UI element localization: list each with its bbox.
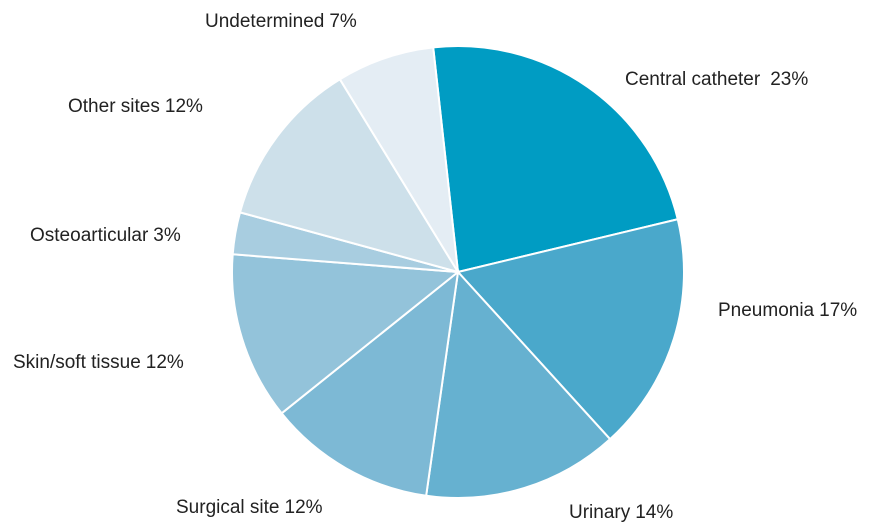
- category-label: Undetermined: [205, 11, 324, 32]
- pie-slice: [231, 253, 461, 415]
- category-label: Central catheter: [625, 69, 761, 90]
- category-label: Other sites: [68, 96, 160, 117]
- slice-label: Other sites 12%: [68, 96, 203, 117]
- category-label: Osteoarticular: [30, 225, 149, 246]
- pie-slice: [432, 45, 679, 274]
- pie-slice: [238, 77, 461, 274]
- pie-slice: [280, 269, 460, 497]
- slice-label: Central catheter 23%: [625, 69, 808, 90]
- value-label: 23%: [770, 69, 808, 90]
- value-label: 7%: [329, 11, 357, 32]
- value-label: 17%: [819, 300, 857, 321]
- pie-slice: [425, 269, 612, 499]
- slice-label: Surgical site 12%: [176, 497, 323, 518]
- slice-label: Urinary 14%: [569, 502, 673, 523]
- category-label: Skin/soft tissue: [13, 352, 141, 373]
- category-label: Surgical site: [176, 497, 280, 518]
- slice-label: Skin/soft tissue 12%: [13, 352, 184, 373]
- slice-label: Osteoarticular 3%: [30, 225, 181, 246]
- pie-slice: [338, 46, 459, 273]
- value-label: 12%: [285, 497, 323, 518]
- value-label: 12%: [146, 352, 184, 373]
- slice-label: Pneumonia 17%: [718, 300, 857, 321]
- value-label: 14%: [635, 502, 673, 523]
- category-label: Pneumonia: [718, 300, 815, 321]
- pie-slice: [456, 218, 685, 441]
- slice-label: Undetermined 7%: [205, 11, 357, 32]
- value-label: 12%: [165, 96, 203, 117]
- category-label: Urinary: [569, 502, 631, 523]
- value-label: 3%: [153, 225, 181, 246]
